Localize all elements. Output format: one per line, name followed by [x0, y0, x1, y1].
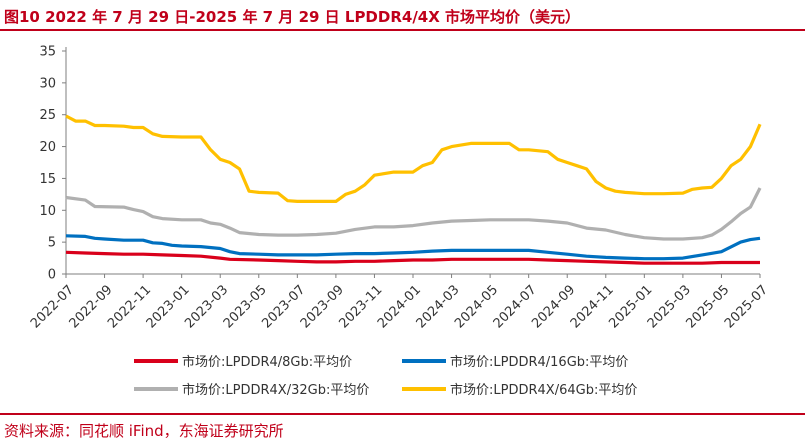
y-tick-label: 5 — [48, 236, 56, 251]
legend-label-1: 市场价:LPDDR4/8Gb:平均价 — [182, 354, 352, 370]
legend-label-2: 市场价:LPDDR4/16Gb:平均价 — [450, 354, 628, 370]
title-divider — [0, 29, 805, 31]
series-line-1 — [65, 250, 760, 265]
chart-axes: 051015202530352022-072022-092022-112023-… — [28, 45, 771, 332]
legend-label-3: 市场价:LPDDR4X/32Gb:平均价 — [182, 382, 369, 398]
y-tick-label: 30 — [39, 76, 56, 91]
y-tick-label: 20 — [39, 140, 56, 155]
y-tick-label: 15 — [39, 172, 56, 187]
series-line-4 — [65, 114, 762, 203]
y-tick-label: 25 — [39, 108, 56, 123]
chart-legend: 市场价:LPDDR4/8Gb:平均价 市场价:LPDDR4/16Gb:平均价市场价… — [134, 354, 637, 398]
chart-series-lines — [65, 114, 762, 265]
y-tick-label: 0 — [48, 268, 56, 283]
chart-title: 图10 2022 年 7 月 29 日-2025 年 7 月 29 日 LPDD… — [4, 8, 581, 26]
x-tick-label: 2025-07 — [722, 282, 771, 331]
series-line-3 — [65, 187, 762, 241]
y-tick-label: 10 — [39, 204, 56, 219]
legend-label-4: 市场价:LPDDR4X/64Gb:平均价 — [450, 382, 637, 398]
source-note: 资料来源：同花顺 iFind，东海证券研究所 — [4, 422, 284, 440]
series-line-2 — [65, 234, 761, 261]
y-tick-label: 35 — [39, 45, 56, 60]
line-chart: 051015202530352022-072022-092022-112023-… — [28, 45, 771, 399]
source-divider — [0, 413, 805, 415]
